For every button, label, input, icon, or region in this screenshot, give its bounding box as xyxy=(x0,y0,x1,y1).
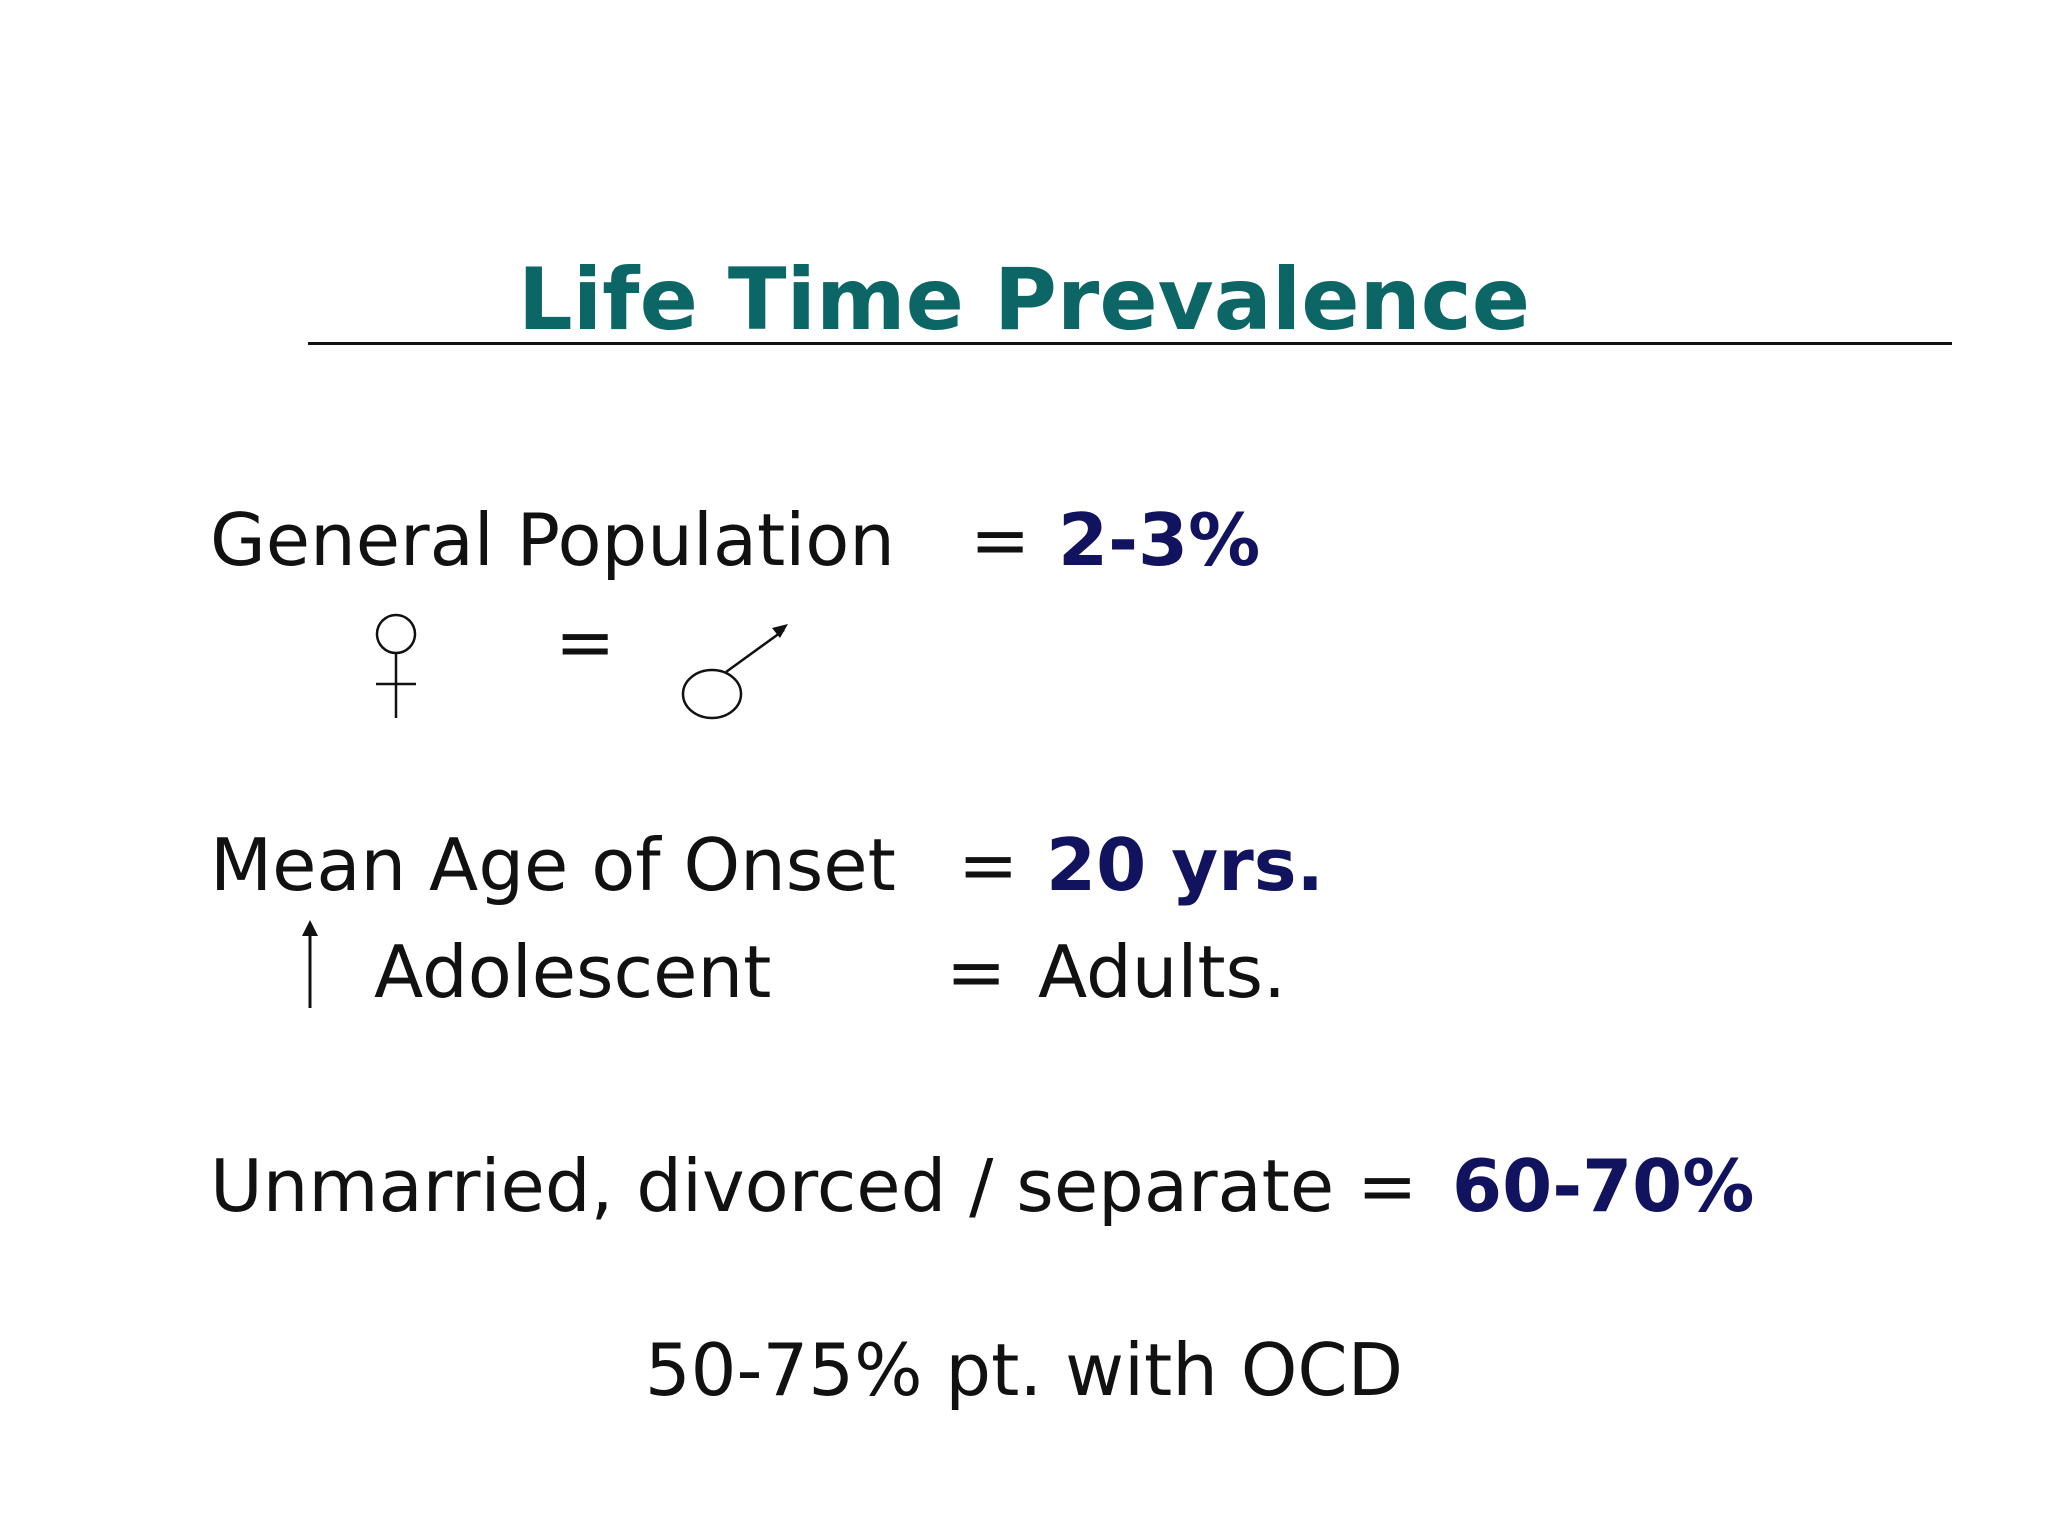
mean-age-label: Mean Age of Onset xyxy=(210,823,896,907)
mean-age-equals: = xyxy=(958,823,1019,907)
adolescent-equals: = xyxy=(946,930,1007,1014)
general-population-equals: = xyxy=(970,498,1031,582)
general-population-label: General Population xyxy=(210,498,895,582)
mean-age-value: 20 yrs. xyxy=(1046,823,1324,907)
female-symbol-icon xyxy=(375,613,417,718)
slide-title: Life Time Prevalence xyxy=(517,250,1531,350)
general-population-value: 2-3% xyxy=(1058,498,1261,582)
male-symbol-icon xyxy=(681,624,788,720)
up-arrow-icon xyxy=(302,920,318,1008)
adolescent-label: Adolescent xyxy=(374,930,772,1014)
marital-status-value: 60-70% xyxy=(1452,1144,1755,1228)
sex-ratio-equals: = xyxy=(555,600,616,684)
footnote: 50-75% pt. with OCD xyxy=(644,1328,1404,1412)
title-underline xyxy=(308,342,1952,345)
adolescent-value: Adults. xyxy=(1038,930,1286,1014)
marital-status-label: Unmarried, divorced / separate = xyxy=(210,1144,1418,1228)
